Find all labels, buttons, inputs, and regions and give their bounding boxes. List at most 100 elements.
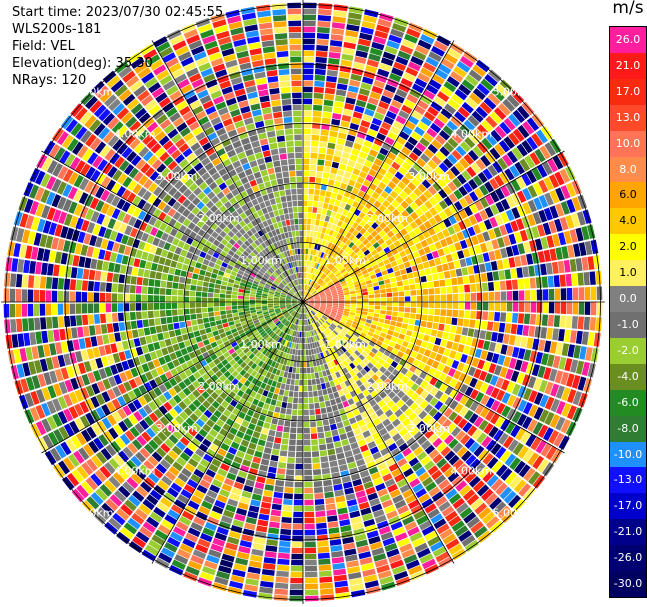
velocity-gate bbox=[250, 499, 261, 507]
velocity-gate bbox=[255, 297, 262, 300]
velocity-gate bbox=[90, 473, 103, 487]
velocity-gate bbox=[447, 153, 458, 165]
velocity-gate bbox=[333, 337, 339, 344]
velocity-gate bbox=[163, 492, 176, 503]
velocity-gate bbox=[356, 295, 363, 299]
velocity-gate bbox=[340, 268, 346, 274]
velocity-gate bbox=[516, 176, 527, 189]
velocity-gate bbox=[233, 355, 241, 362]
velocity-gate bbox=[301, 313, 303, 320]
velocity-gate bbox=[374, 305, 381, 310]
velocity-gate bbox=[265, 416, 272, 424]
velocity-gate bbox=[322, 351, 328, 358]
velocity-gate bbox=[397, 317, 404, 323]
velocity-gate bbox=[494, 214, 504, 226]
velocity-gate bbox=[451, 520, 465, 532]
velocity-gate bbox=[268, 345, 274, 352]
velocity-gate bbox=[320, 295, 326, 299]
velocity-gate bbox=[360, 424, 369, 433]
velocity-gate bbox=[316, 277, 321, 283]
velocity-gate bbox=[335, 316, 341, 321]
velocity-gate bbox=[333, 4, 348, 12]
velocity-gate bbox=[322, 111, 332, 119]
velocity-gate bbox=[343, 335, 350, 342]
velocity-gate bbox=[384, 84, 397, 94]
velocity-gate bbox=[410, 296, 417, 302]
velocity-gate bbox=[564, 329, 571, 343]
velocity-gate bbox=[357, 545, 370, 554]
velocity-gate bbox=[415, 173, 425, 183]
velocity-gate bbox=[527, 214, 536, 227]
velocity-gate bbox=[291, 323, 295, 330]
velocity-gate bbox=[419, 137, 430, 148]
velocity-gate bbox=[237, 295, 244, 299]
velocity-gate bbox=[309, 318, 313, 324]
velocity-gate bbox=[290, 330, 294, 336]
velocity-gate bbox=[296, 367, 300, 374]
velocity-gate bbox=[319, 293, 326, 297]
velocity-gate bbox=[452, 458, 464, 470]
velocity-gate bbox=[424, 383, 434, 393]
velocity-gate bbox=[127, 442, 139, 455]
velocity-gate bbox=[209, 443, 219, 453]
velocity-gate bbox=[316, 244, 321, 251]
velocity-gate bbox=[504, 168, 515, 181]
velocity-gate bbox=[345, 365, 353, 372]
velocity-gate bbox=[575, 257, 583, 272]
velocity-gate bbox=[344, 306, 351, 310]
velocity-gate bbox=[338, 163, 347, 171]
velocity-gate bbox=[378, 100, 390, 110]
velocity-gate bbox=[273, 334, 279, 341]
velocity-gate bbox=[323, 314, 329, 318]
velocity-gate bbox=[542, 289, 549, 301]
velocity-gate bbox=[164, 514, 177, 525]
velocity-gate bbox=[117, 467, 130, 480]
velocity-gate bbox=[94, 469, 107, 483]
velocity-gate bbox=[490, 400, 501, 412]
velocity-gate bbox=[339, 362, 346, 369]
velocity-gate bbox=[410, 307, 417, 314]
velocity-gate bbox=[216, 494, 228, 504]
velocity-gate bbox=[409, 245, 418, 253]
velocity-gate bbox=[347, 566, 361, 574]
velocity-gate bbox=[390, 336, 398, 343]
velocity-gate bbox=[121, 255, 129, 265]
velocity-gate bbox=[390, 235, 398, 243]
velocity-gate bbox=[418, 269, 426, 277]
velocity-gate bbox=[436, 264, 444, 273]
velocity-gate bbox=[477, 359, 486, 370]
velocity-gate bbox=[329, 40, 343, 47]
velocity-gate bbox=[332, 345, 338, 352]
velocity-gate bbox=[169, 408, 179, 419]
velocity-gate bbox=[314, 305, 320, 309]
velocity-gate bbox=[383, 246, 391, 254]
velocity-gate bbox=[495, 464, 508, 477]
velocity-gate bbox=[454, 242, 462, 251]
velocity-gate bbox=[361, 288, 368, 293]
velocity-gate bbox=[557, 260, 565, 274]
velocity-gate bbox=[118, 274, 126, 284]
velocity-gate bbox=[482, 361, 491, 372]
velocity-gate bbox=[405, 559, 420, 570]
velocity-gate bbox=[396, 136, 407, 146]
velocity-gate bbox=[527, 185, 538, 198]
velocity-gate bbox=[378, 127, 389, 136]
velocity-gate bbox=[332, 205, 339, 213]
velocity-gate bbox=[241, 534, 254, 543]
velocity-gate bbox=[311, 281, 315, 287]
velocity-gate bbox=[349, 272, 356, 278]
velocity-gate bbox=[286, 341, 291, 348]
velocity-gate bbox=[335, 384, 342, 391]
velocity-gate bbox=[451, 93, 464, 106]
velocity-gate bbox=[322, 388, 328, 396]
velocity-gate bbox=[414, 78, 428, 89]
velocity-gate bbox=[427, 159, 438, 170]
velocity-gate bbox=[108, 262, 115, 272]
velocity-gate bbox=[325, 291, 331, 295]
velocity-gate bbox=[470, 302, 477, 310]
velocity-gate bbox=[207, 297, 214, 302]
velocity-gate bbox=[319, 220, 325, 227]
velocity-gate bbox=[364, 435, 374, 444]
velocity-gate bbox=[53, 329, 61, 342]
velocity-gate bbox=[369, 238, 377, 245]
